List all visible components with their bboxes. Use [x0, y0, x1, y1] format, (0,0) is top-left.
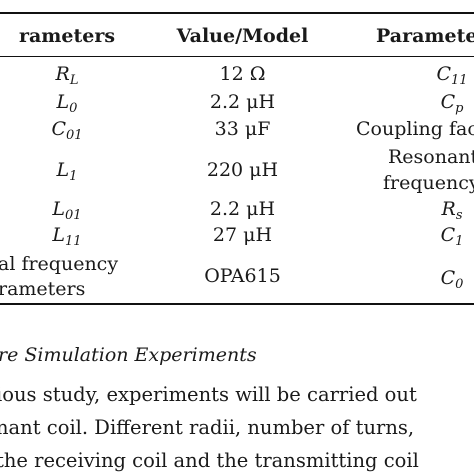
table-cell-value: OPA615 [204, 265, 281, 287]
table-header-rule [0, 56, 474, 57]
paragraph-line: nant coil. Different radii, number of tu… [0, 416, 415, 439]
paragraph-line: ious study, experiments will be carried … [0, 383, 417, 406]
table-cell-value: 2.2 μH [209, 198, 276, 220]
paragraph-line: the receiving coil and the transmitting … [0, 449, 419, 472]
header-value-model: Value/Model [176, 25, 309, 47]
section-heading: re Simulation Experiments [0, 344, 257, 366]
header-parameters: rameters [18, 25, 116, 47]
table-cell-param2: Coupling fac [356, 118, 474, 140]
table-cell-value: 33 μF [214, 118, 271, 140]
table-cell-param2: Rs [441, 198, 463, 223]
table-cell-value: 220 μH [206, 159, 279, 181]
table-cell-param2: C1 [440, 224, 464, 249]
table-cell-value: 12 Ω [219, 63, 266, 85]
table-cell-param2: C11 [436, 63, 468, 88]
table-cell-param2-line1: Resonant [388, 146, 474, 168]
table-top-rule [0, 12, 474, 14]
table-cell-value: 2.2 μH [209, 91, 276, 113]
table-cell-param2: Cp [440, 91, 464, 116]
table-cell-param2: C0 [440, 267, 464, 292]
table-cell-param: L11 [52, 224, 82, 249]
table-cell-param: L0 [56, 91, 78, 116]
table-cell-param: L1 [56, 159, 78, 184]
table-bottom-rule [0, 303, 474, 305]
table-cell-value: 27 μH [212, 224, 273, 246]
table-cell-param-line1: al frequency [0, 253, 119, 275]
header-parameter-2: Parameter [376, 25, 474, 47]
table-cell-param2-line2: frequency [383, 172, 474, 194]
table-cell-param: RL [55, 63, 79, 88]
table-cell-param: L01 [52, 198, 82, 223]
table-cell-param-line2: rameters [0, 278, 86, 300]
table-cell-param: C01 [51, 118, 83, 143]
